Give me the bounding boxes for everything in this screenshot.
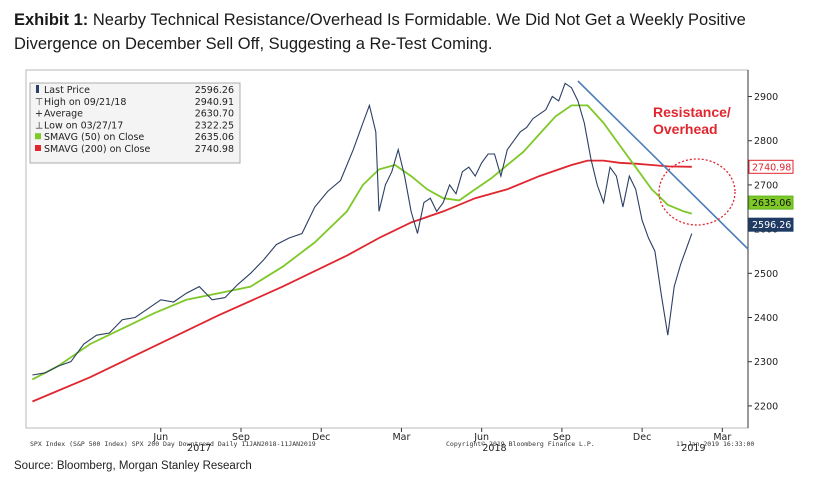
x-tick-label: Mar xyxy=(713,432,731,443)
y-tick-label: 2500 xyxy=(754,269,778,280)
exhibit-title: Exhibit 1: Nearby Technical Resistance/O… xyxy=(14,8,804,56)
y-tick-label: 2800 xyxy=(754,136,778,147)
year-label: 2017 xyxy=(187,443,211,454)
legend-marker: ⊤ xyxy=(35,97,43,108)
legend-label: Average xyxy=(44,109,83,120)
footer-left: SPX Index (S&P 500 Index) SPX 200 Day Do… xyxy=(30,440,316,448)
legend-box xyxy=(29,82,241,164)
legend-swatch xyxy=(36,85,39,93)
legend-value: 2740.98 xyxy=(195,144,234,155)
legend-label: Low on 03/27/17 xyxy=(44,120,123,131)
downtrend-line xyxy=(577,80,749,250)
value-tag-label: 2596.26 xyxy=(752,220,791,231)
x-axis-ticks: Jun Sep Dec Mar Jun Sep Dec Mar 2017 2018 2019 xyxy=(152,428,731,454)
value-tags: 2740.98 2635.06 2596.26 xyxy=(748,159,794,232)
y-tick-label: 2200 xyxy=(754,401,778,412)
footer-right: 11-Jan-2019 16:33:00 xyxy=(676,440,754,448)
year-label: 2019 xyxy=(681,443,705,454)
legend-value: 2630.70 xyxy=(195,109,234,120)
resistance-circle xyxy=(658,158,736,226)
legend-label: SMAVG (200) on Close xyxy=(44,144,150,155)
sma50-line xyxy=(31,104,693,381)
y-axis-ticks: 22002300240025002600270028002900 xyxy=(748,92,778,412)
x-tick-label: Sep xyxy=(232,432,250,443)
x-tick-label: Sep xyxy=(553,432,571,443)
series-layer xyxy=(31,80,749,403)
legend-value: 2940.91 xyxy=(195,97,234,108)
y-tick-label: 2900 xyxy=(754,92,778,103)
x-tick-label: Dec xyxy=(312,432,330,443)
legend-label: High on 09/21/18 xyxy=(44,97,126,108)
y-tick-label: 2700 xyxy=(754,180,778,191)
legend-swatch xyxy=(35,133,41,140)
year-label: 2018 xyxy=(482,443,506,454)
x-tick-label: Jun xyxy=(473,432,489,443)
legend-swatch xyxy=(35,145,41,151)
source-note: Source: Bloomberg, Morgan Stanley Resear… xyxy=(14,460,252,472)
legend-marker: ⊥ xyxy=(35,120,43,131)
price-chart: 22002300240025002600270028002900 JunSepD… xyxy=(25,69,794,454)
legend-value: 2635.06 xyxy=(195,132,234,143)
legend-value: 2322.25 xyxy=(195,120,234,131)
annotation-line-1: Resistance/ xyxy=(653,104,731,120)
footer-center: Copyright© 2019 Bloomberg Finance L.P. xyxy=(446,440,595,448)
value-tag-label: 2635.06 xyxy=(752,198,791,209)
legend-label: SMAVG (50) on Close xyxy=(44,132,144,143)
exhibit-text: Nearby Technical Resistance/Overhead Is … xyxy=(14,11,746,53)
x-tick-label: Jun xyxy=(152,432,168,443)
x-tick-label: Dec xyxy=(633,432,651,443)
value-tag-box xyxy=(748,217,794,232)
price-line xyxy=(32,82,693,376)
legend: Last Price 2596.26 ⊤ High on 09/21/18 2940.9… xyxy=(29,82,241,164)
y-tick-label: 2300 xyxy=(754,357,778,368)
value-tag-label: 2740.98 xyxy=(752,162,791,173)
y-tick-label: 2400 xyxy=(754,313,778,324)
value-tag-box xyxy=(748,195,794,210)
legend-marker: + xyxy=(35,109,43,120)
annotation-line-2: Overhead xyxy=(653,121,718,137)
legend-label: Last Price xyxy=(44,85,90,96)
legend-value: 2596.26 xyxy=(195,85,234,96)
exhibit-label: Exhibit 1: xyxy=(14,11,89,29)
value-tag-box xyxy=(748,159,794,174)
x-tick-label: Mar xyxy=(392,432,410,443)
